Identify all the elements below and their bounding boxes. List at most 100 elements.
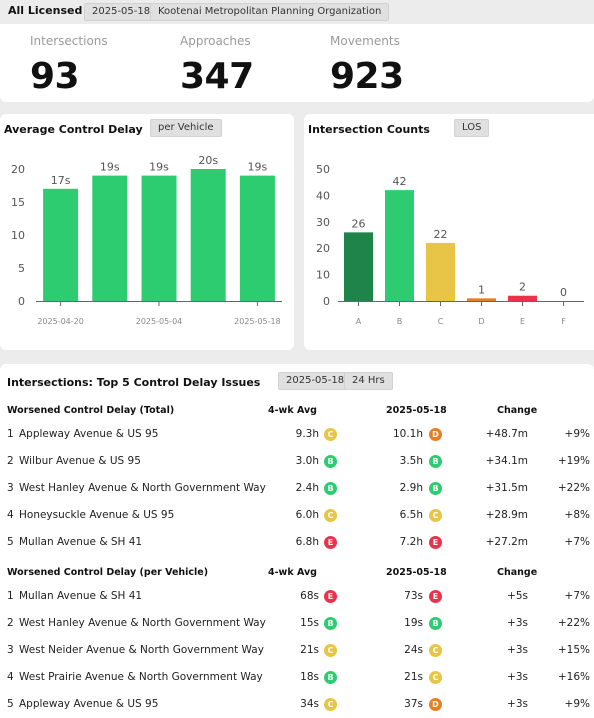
avg-value: 18s [300, 671, 319, 683]
change-value: +3s [507, 617, 528, 629]
los-data-label: 22 [434, 228, 448, 241]
section-title: Worsened Control Delay (per Vehicle) [7, 567, 209, 578]
change-value: +27.2m [485, 536, 528, 548]
delay-bar-chart: 0 5 10 15 20 17s 19s 19s 20s 19s 2025-04-20 2025-05… [11, 154, 282, 326]
avg-los-badge: C [324, 698, 337, 711]
delay-data-label: 19s [100, 161, 120, 174]
y-tick-label: 10 [316, 269, 330, 282]
change-value: +34.1m [485, 455, 528, 467]
column-header-avg: 4-wk Avg [268, 567, 317, 578]
delay-chart-panel: Average Control Delay per Vehicle 0 5 10 15… [0, 114, 294, 350]
kpi-movements-label: Movements [330, 34, 400, 48]
current-los-badge: C [429, 509, 442, 522]
current-value: 21s [404, 671, 423, 683]
intersection-name: Mullan Avenue & SH 41 [19, 536, 143, 548]
table-row[interactable]: 1 Appleway Avenue & US 95 9.3h C 10.1h D +48.7… [0, 421, 594, 448]
change-value: +48.7m [485, 428, 528, 440]
delay-data-label: 17s [51, 174, 71, 187]
table-row[interactable]: 4 Honeysuckle Avenue & US 95 6.0h C 6.5h C +28… [0, 502, 594, 529]
change-value: +28.9m [485, 509, 528, 521]
los-button[interactable]: LOS [454, 119, 490, 137]
y-tick-label: 10 [11, 229, 25, 242]
change-percent: +9% [564, 698, 590, 710]
delay-data-label: 19s [149, 161, 169, 174]
row-rank: 4 [7, 509, 14, 521]
avg-value: 34s [300, 698, 319, 710]
current-value: 73s [404, 590, 423, 602]
kpi-intersections-value: 93 [30, 56, 80, 97]
change-percent: +7% [564, 536, 590, 548]
avg-value: 9.3h [295, 428, 319, 440]
table-row[interactable]: 5 Mullan Avenue & SH 41 6.8h E 7.2h E +27.2m +7… [0, 529, 594, 556]
kpi-intersections-label: Intersections [30, 34, 108, 48]
current-value: 37s [404, 698, 423, 710]
intersection-name: West Neider Avenue & North Government Wa… [19, 644, 264, 656]
row-rank: 3 [7, 644, 14, 656]
x-tick-label: 2025-04-20 [37, 317, 84, 326]
change-percent: +22% [557, 482, 590, 494]
delay-bar [141, 175, 177, 301]
current-value: 6.5h [399, 509, 423, 521]
change-percent: +15% [557, 644, 590, 656]
table-row[interactable]: 2 West Hanley Avenue & North Government W… [0, 610, 594, 637]
y-tick-label: 0 [323, 295, 330, 308]
x-tick-label: 2025-05-04 [136, 317, 183, 326]
los-data-label: 42 [393, 175, 407, 188]
los-data-label: 2 [519, 281, 526, 294]
column-header-change: Change [497, 405, 538, 416]
y-tick-label: 30 [316, 216, 330, 229]
table-section-header: Worsened Control Delay (per Vehicle) 4-wk… [0, 564, 594, 582]
table-row[interactable]: 3 West Hanley Avenue & North Government W… [0, 475, 594, 502]
current-value: 3.5h [399, 455, 423, 467]
current-value: 24s [404, 644, 423, 656]
top5-window-button[interactable]: 24 Hrs [344, 372, 393, 390]
table-row[interactable]: 3 West Neider Avenue & North Government W… [0, 637, 594, 664]
y-tick-label: 5 [18, 262, 25, 275]
counts-chart-title: Intersection Counts [308, 123, 430, 136]
current-los-badge: D [429, 428, 442, 441]
kpi-movements-value: 923 [330, 56, 404, 97]
los-bar [508, 295, 537, 301]
avg-los-badge: C [324, 509, 337, 522]
avg-los-badge: B [324, 617, 337, 630]
column-header-avg: 4-wk Avg [268, 405, 317, 416]
avg-value: 2.4h [295, 482, 319, 494]
section-title: Worsened Control Delay (Total) [7, 405, 175, 416]
table-row[interactable]: 4 West Prairie Avenue & North Government … [0, 664, 594, 691]
intersection-name: Wilbur Avenue & US 95 [19, 455, 141, 467]
intersection-name: Honeysuckle Avenue & US 95 [19, 509, 175, 521]
row-rank: 5 [7, 536, 14, 548]
y-tick-label: 40 [316, 189, 330, 202]
date-filter-button[interactable]: 2025-05-18 [84, 3, 159, 21]
current-los-badge: B [429, 455, 442, 468]
change-percent: +9% [564, 428, 590, 440]
los-bar [467, 298, 496, 301]
row-rank: 4 [7, 671, 14, 683]
avg-value: 3.0h [295, 455, 319, 467]
y-tick-label: 50 [316, 163, 330, 176]
delay-bar [43, 188, 79, 301]
counts-chart-panel: Intersection Counts LOS 0 10 20 30 40 50 26 A 42… [304, 114, 594, 350]
intersection-name: Appleway Avenue & US 95 [19, 698, 159, 710]
table-row[interactable]: 5 Appleway Avenue & US 95 34s C 37s D +3s +9% [0, 691, 594, 718]
per-vehicle-button[interactable]: per Vehicle [150, 119, 222, 137]
current-los-badge: C [429, 671, 442, 684]
table-row[interactable]: 1 Mullan Avenue & SH 41 68s E 73s E +5s +7% [0, 583, 594, 610]
los-bar [344, 232, 373, 301]
change-percent: +8% [564, 509, 590, 521]
table-row[interactable]: 2 Wilbur Avenue & US 95 3.0h B 3.5h B +34.1m +1… [0, 448, 594, 475]
delay-bar [239, 175, 275, 301]
change-value: +5s [507, 590, 528, 602]
avg-los-badge: E [324, 590, 337, 603]
change-percent: +7% [564, 590, 590, 602]
change-value: +31.5m [485, 482, 528, 494]
current-los-badge: D [429, 698, 442, 711]
intersection-name: West Hanley Avenue & North Government Wa… [19, 482, 266, 494]
kpi-approaches-label: Approaches [180, 34, 251, 48]
change-value: +3s [507, 698, 528, 710]
y-tick-label: 15 [11, 196, 25, 209]
intersection-name: West Prairie Avenue & North Government W… [19, 671, 263, 683]
organization-filter-button[interactable]: Kootenai Metropolitan Planning Organizat… [150, 3, 390, 21]
change-value: +3s [507, 671, 528, 683]
top5-table: Worsened Control Delay (Total) 4-wk Avg 20… [0, 364, 594, 718]
